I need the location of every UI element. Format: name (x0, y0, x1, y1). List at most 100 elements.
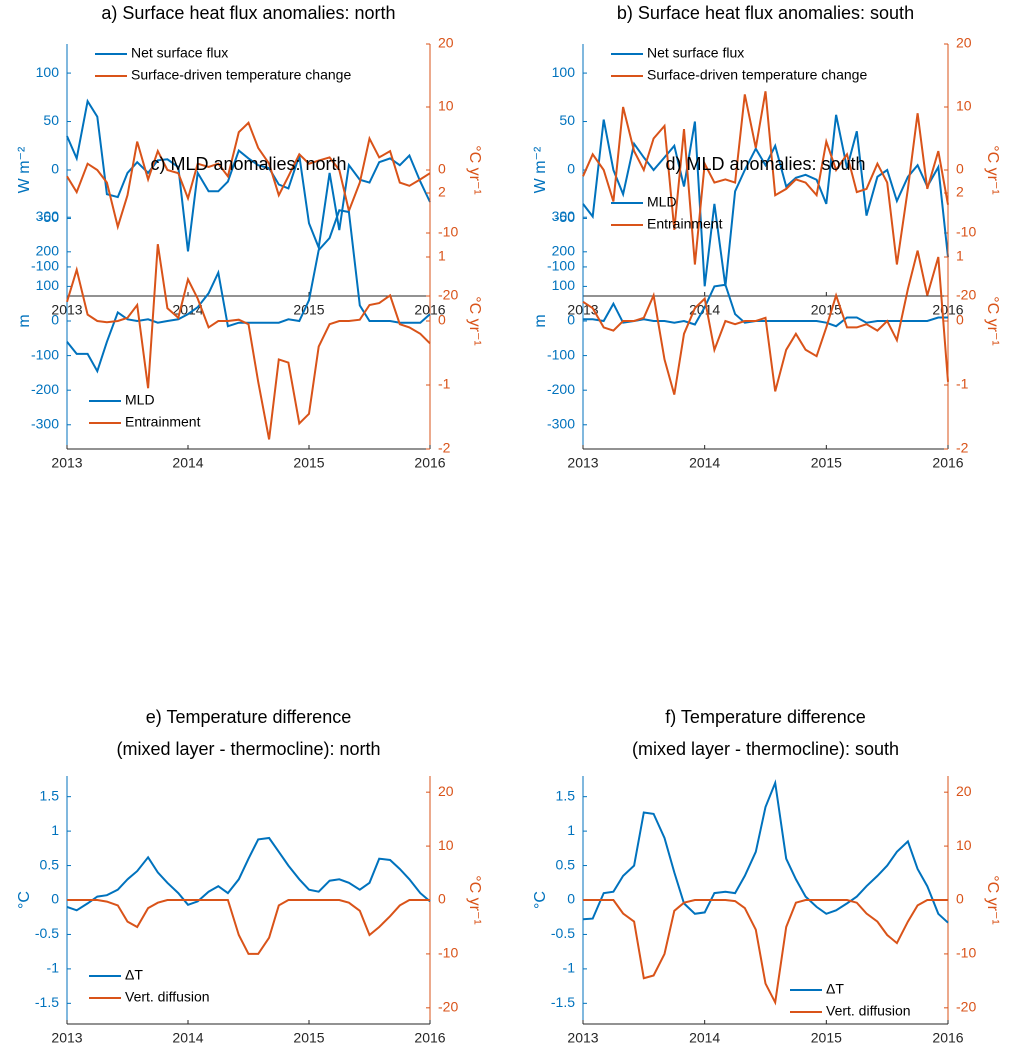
y-axis-label: m (16, 314, 33, 327)
y2-tick-label: -2 (438, 440, 451, 456)
y-tick-label: -100 (547, 258, 575, 274)
y-axis-label: m (532, 314, 549, 327)
y-tick-label: 0 (51, 312, 59, 328)
chart-title: f) Temperature difference (665, 707, 865, 727)
y-tick-label: 0 (567, 312, 575, 328)
y2-tick-label: 0 (438, 312, 446, 328)
y-tick-label: -300 (31, 415, 59, 431)
y-tick-label: 0.5 (556, 856, 576, 872)
y-tick-label: -0.5 (35, 925, 59, 941)
y2-tick-label: 20 (438, 35, 454, 51)
y-tick-label: -200 (547, 381, 575, 397)
legend-label: ΔT (125, 967, 143, 983)
y-tick-label: 0 (51, 891, 59, 907)
y-tick-label: 100 (36, 64, 60, 80)
y-tick-label: -300 (547, 415, 575, 431)
y2-axis-label: °C yr⁻¹ (466, 145, 483, 195)
data-line (66, 244, 431, 440)
legend-label: Vert. diffusion (125, 989, 210, 1005)
y-tick-label: -1 (47, 960, 60, 976)
y-axis-label: W m⁻² (16, 146, 33, 193)
y-tick-label: -200 (31, 381, 59, 397)
legend-label: Net surface flux (647, 45, 744, 61)
x-tick-label: 2015 (293, 302, 324, 318)
y-tick-label: 300 (552, 208, 576, 224)
y2-tick-label: -10 (956, 224, 976, 240)
y2-tick-label: -10 (438, 224, 458, 240)
y-tick-label: -1.5 (35, 994, 59, 1010)
x-tick-label: 2014 (172, 455, 203, 471)
y2-axis-label: °C yr⁻¹ (984, 145, 1001, 195)
data-line (582, 114, 949, 287)
y2-tick-label: 20 (956, 783, 972, 799)
x-tick-label: 2015 (811, 302, 842, 318)
y2-tick-label: 0 (956, 312, 964, 328)
y2-axis-label: °C yr⁻¹ (984, 875, 1001, 925)
x-tick-label: 2016 (414, 1030, 445, 1046)
y2-axis-label: °C yr⁻¹ (466, 875, 483, 925)
y-tick-label: -1.5 (551, 994, 575, 1010)
y2-tick-label: 1 (956, 248, 964, 264)
x-tick-label: 2014 (689, 455, 720, 471)
y-tick-label: 200 (36, 243, 60, 259)
y2-tick-label: -20 (956, 999, 976, 1015)
legend-label: Surface-driven temperature change (131, 67, 351, 83)
x-tick-label: 2014 (172, 1030, 203, 1046)
y2-tick-label: -1 (438, 376, 451, 392)
legend-label: Entrainment (647, 216, 723, 232)
chart-title: c) MLD anomalies: north (150, 154, 346, 174)
y-tick-label: -0.5 (551, 925, 575, 941)
legend-label: Entrainment (125, 414, 201, 430)
data-line (66, 836, 431, 912)
x-tick-label: 2016 (932, 455, 963, 471)
y2-tick-label: -1 (956, 376, 969, 392)
x-tick-label: 2013 (567, 455, 598, 471)
y-tick-label: 0 (567, 891, 575, 907)
y-axis-label: °C (532, 891, 549, 909)
y-tick-label: -100 (547, 346, 575, 362)
y2-tick-label: -2 (956, 440, 969, 456)
x-tick-label: 2013 (567, 1030, 598, 1046)
y-tick-label: 0.5 (40, 856, 60, 872)
x-tick-label: 2013 (51, 455, 82, 471)
x-tick-label: 2014 (689, 1030, 720, 1046)
y-tick-label: -50 (39, 209, 59, 225)
y-tick-label: 100 (552, 277, 576, 293)
y-tick-label: -1 (563, 960, 576, 976)
legend-label: MLD (647, 194, 677, 210)
y2-tick-label: 20 (438, 783, 454, 799)
y-tick-label: 1.5 (556, 787, 576, 803)
y2-tick-label: 10 (956, 98, 972, 114)
y-tick-label: 200 (552, 243, 576, 259)
chart-title: e) Temperature difference (146, 707, 351, 727)
data-line (66, 121, 431, 231)
chart-title: (mixed layer - thermocline): north (116, 739, 380, 759)
y-tick-label: 1 (567, 822, 575, 838)
data-line (67, 899, 430, 955)
legend-label: ΔT (826, 981, 844, 997)
y-tick-label: 0 (51, 161, 59, 177)
legend-label: Vert. diffusion (826, 1003, 911, 1019)
y2-tick-label: 0 (438, 161, 446, 177)
legend-label: Surface-driven temperature change (647, 67, 867, 83)
y2-tick-label: 10 (956, 837, 972, 853)
y2-tick-label: 2 (956, 184, 964, 200)
data-line (583, 899, 948, 1006)
y2-tick-label: 1 (438, 248, 446, 264)
data-line (582, 250, 949, 395)
x-tick-label: 2015 (811, 1030, 842, 1046)
x-tick-label: 2015 (293, 455, 324, 471)
y2-tick-label: 10 (438, 837, 454, 853)
y-tick-label: 1.5 (40, 787, 60, 803)
data-line (66, 209, 431, 374)
y-tick-label: 50 (43, 112, 59, 128)
y-tick-label: 50 (559, 112, 575, 128)
y2-tick-label: -10 (956, 945, 976, 961)
y-tick-label: 300 (36, 208, 60, 224)
y2-tick-label: -10 (438, 945, 458, 961)
data-line (582, 779, 949, 924)
y-tick-label: 100 (36, 277, 60, 293)
y2-tick-label: 0 (956, 891, 964, 907)
x-tick-label: 2016 (414, 455, 445, 471)
legend-label: MLD (125, 392, 155, 408)
